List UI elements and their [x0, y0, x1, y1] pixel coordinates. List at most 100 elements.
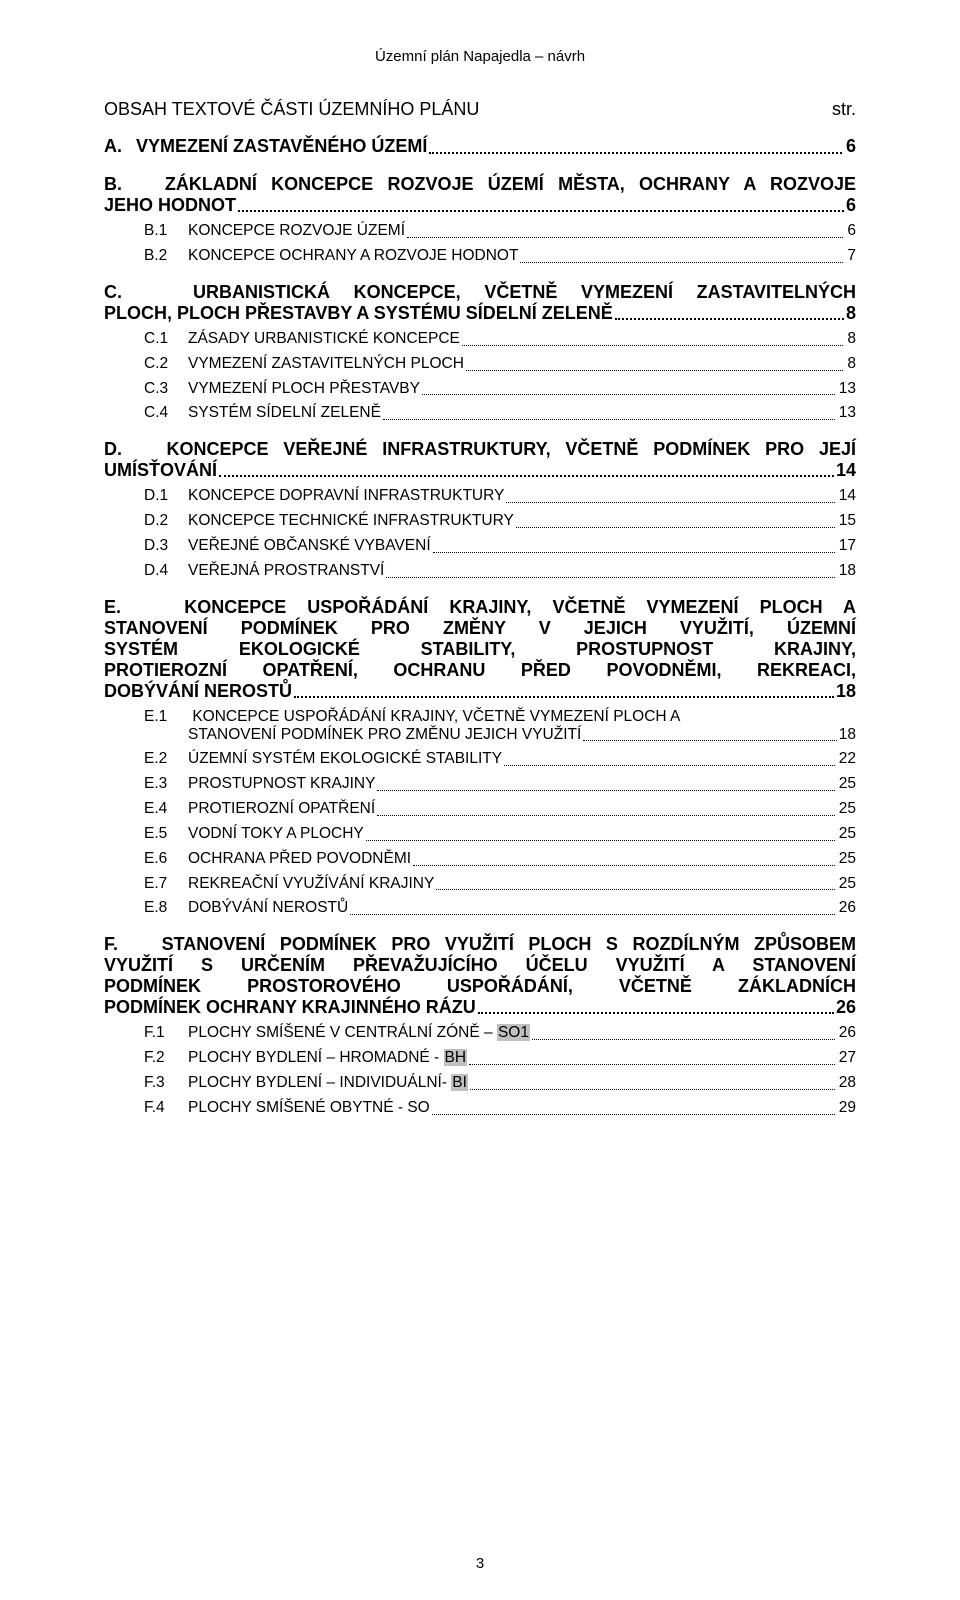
- toc-text: PLOCHY BYDLENÍ – INDIVIDUÁLNÍ- BI: [188, 1074, 468, 1093]
- toc-label: B.2: [144, 247, 188, 266]
- toc-page: 25: [837, 850, 856, 869]
- leader-dots: [469, 1055, 835, 1065]
- toc-entry-f2: F.2 PLOCHY BYDLENÍ – HROMADNÉ - BH 27: [144, 1049, 856, 1068]
- toc-entry-d2: D.2 KONCEPCE TECHNICKÉ INFRASTRUKTURY 15: [144, 512, 856, 531]
- leader-dots: [583, 731, 836, 741]
- toc-entry-b1: B.1 KONCEPCE ROZVOJE ÚZEMÍ 6: [144, 222, 856, 241]
- toc-entry-e: E. KONCEPCE USPOŘÁDÁNÍ KRAJINY, VČETNĚ V…: [104, 597, 856, 702]
- toc-label: B.1: [144, 222, 188, 241]
- toc-page: 7: [845, 247, 856, 266]
- toc-page: 25: [837, 800, 856, 819]
- toc-text: KONCEPCE USPOŘÁDÁNÍ KRAJINY, VČETNĚ VYME…: [184, 597, 856, 617]
- toc-entry-d3: D.3 VEŘEJNÉ OBČANSKÉ VYBAVENÍ 17: [144, 537, 856, 556]
- toc-text: KONCEPCE TECHNICKÉ INFRASTRUKTURY: [188, 512, 514, 531]
- toc-label: A.: [104, 136, 136, 158]
- leader-dots: [532, 1030, 835, 1040]
- leader-dots: [429, 141, 842, 154]
- toc-page: 28: [837, 1074, 856, 1093]
- leader-dots: [436, 880, 834, 890]
- toc-label: F.2: [144, 1049, 188, 1068]
- toc-page: 8: [846, 303, 856, 324]
- toc-label: E.7: [144, 875, 188, 894]
- toc-title-row: OBSAH TEXTOVÉ ČÁSTI ÚZEMNÍHO PLÁNU str.: [104, 99, 856, 120]
- toc-page: 27: [837, 1049, 856, 1068]
- toc-entry-e5: E.5 VODNÍ TOKY A PLOCHY 25: [144, 825, 856, 844]
- toc-page: 6: [844, 136, 856, 158]
- toc-entry-e3: E.3 PROSTUPNOST KRAJINY 25: [144, 775, 856, 794]
- toc-label: C.2: [144, 355, 188, 374]
- toc-page: 22: [837, 750, 856, 769]
- leader-dots: [470, 1080, 835, 1090]
- toc-page: 6: [845, 222, 856, 241]
- leader-dots: [466, 360, 843, 370]
- toc-text: ÚZEMNÍ SYSTÉM EKOLOGICKÉ STABILITY: [188, 750, 502, 769]
- toc-page: 25: [837, 775, 856, 794]
- toc-text: SYSTÉM EKOLOGICKÉ STABILITY, PROSTUPNOST…: [104, 639, 856, 660]
- toc-page: 13: [837, 380, 856, 399]
- leader-dots: [219, 465, 834, 478]
- toc-text: PLOCH, PLOCH PŘESTAVBY A SYSTÉMU SÍDELNÍ…: [104, 303, 613, 324]
- toc-text: VEŘEJNÁ PROSTRANSTVÍ: [188, 562, 384, 581]
- toc-label: E.6: [144, 850, 188, 869]
- toc-entry-e8: E.8 DOBÝVÁNÍ NEROSTŮ 26: [144, 899, 856, 918]
- highlight-code: BI: [451, 1074, 468, 1091]
- toc-entry-e1: E.1 KONCEPCE USPOŘÁDÁNÍ KRAJINY, VČETNĚ …: [144, 708, 856, 744]
- toc-label: F.4: [144, 1099, 188, 1118]
- toc-text: PROTIEROZNÍ OPATŘENÍ: [188, 800, 375, 819]
- toc-label: E.5: [144, 825, 188, 844]
- highlight-code: SO1: [497, 1024, 530, 1041]
- toc-entry-f4: F.4 PLOCHY SMÍŠENÉ OBYTNÉ - SO 29: [144, 1099, 856, 1118]
- toc-entry-e4: E.4 PROTIEROZNÍ OPATŘENÍ 25: [144, 800, 856, 819]
- toc-page: 14: [836, 460, 856, 481]
- leader-dots: [377, 781, 834, 791]
- toc-label: D.2: [144, 512, 188, 531]
- toc-text: REKREAČNÍ VYUŽÍVÁNÍ KRAJINY: [188, 875, 434, 894]
- toc-entry-e7: E.7 REKREAČNÍ VYUŽÍVÁNÍ KRAJINY 25: [144, 875, 856, 894]
- highlight-code: BH: [444, 1049, 468, 1066]
- toc-page: 18: [839, 726, 856, 744]
- toc-text: JEHO HODNOT: [104, 195, 236, 216]
- toc-label: E.1: [144, 708, 188, 726]
- toc-page: 26: [837, 899, 856, 918]
- toc-label: D.: [104, 439, 122, 459]
- toc-entry-d: D. KONCEPCE VEŘEJNÉ INFRASTRUKTURY, VČET…: [104, 439, 856, 481]
- toc-text: KONCEPCE DOPRAVNÍ INFRASTRUKTURY: [188, 487, 504, 506]
- toc-page: 18: [836, 681, 856, 702]
- leader-dots: [615, 307, 844, 320]
- toc-page: 25: [837, 875, 856, 894]
- leader-dots: [366, 830, 835, 840]
- toc-page: 6: [846, 195, 856, 216]
- leader-dots: [386, 568, 834, 578]
- toc-label: C.4: [144, 404, 188, 423]
- leader-dots: [506, 493, 834, 503]
- toc-label: E.3: [144, 775, 188, 794]
- toc-text: PODMÍNEK OCHRANY KRAJINNÉHO RÁZU: [104, 997, 476, 1018]
- leader-dots: [504, 756, 835, 766]
- toc-entry-f3: F.3 PLOCHY BYDLENÍ – INDIVIDUÁLNÍ- BI 28: [144, 1074, 856, 1093]
- toc-entry-c3: C.3 VYMEZENÍ PLOCH PŘESTAVBY 13: [144, 380, 856, 399]
- toc-page: 29: [837, 1099, 856, 1118]
- toc-entry-f1: F.1 PLOCHY SMÍŠENÉ V CENTRÁLNÍ ZÓNĚ – SO…: [144, 1024, 856, 1043]
- toc-text: VODNÍ TOKY A PLOCHY: [188, 825, 364, 844]
- toc-label: E.: [104, 597, 121, 617]
- toc-entry-c: C. URBANISTICKÁ KONCEPCE, VČETNĚ VYMEZEN…: [104, 282, 856, 324]
- toc-entry-d1: D.1 KONCEPCE DOPRAVNÍ INFRASTRUKTURY 14: [144, 487, 856, 506]
- toc-text: PROTIEROZNÍ OPATŘENÍ, OCHRANU PŘED POVOD…: [104, 660, 856, 681]
- leader-dots: [383, 410, 835, 420]
- toc-entry-b2: B.2 KONCEPCE OCHRANY A ROZVOJE HODNOT 7: [144, 247, 856, 266]
- toc-text: DOBÝVÁNÍ NEROSTŮ: [188, 899, 348, 918]
- leader-dots: [432, 1105, 835, 1115]
- toc-text: URBANISTICKÁ KONCEPCE, VČETNĚ VYMEZENÍ Z…: [193, 282, 856, 302]
- toc-text: OCHRANA PŘED POVODNĚMI: [188, 850, 411, 869]
- toc-label: B.: [104, 174, 122, 194]
- toc-text: STANOVENÍ PODMÍNEK PRO VYUŽITÍ PLOCH S R…: [162, 934, 856, 954]
- leader-dots: [520, 252, 843, 262]
- leader-dots: [407, 228, 843, 238]
- toc-entry-c2: C.2 VYMEZENÍ ZASTAVITELNÝCH PLOCH 8: [144, 355, 856, 374]
- toc-text: DOBÝVÁNÍ NEROSTŮ: [104, 681, 292, 702]
- toc-text: VYMEZENÍ PLOCH PŘESTAVBY: [188, 380, 420, 399]
- toc-label: D.4: [144, 562, 188, 581]
- toc-label: D.3: [144, 537, 188, 556]
- toc-entry-c1: C.1 ZÁSADY URBANISTICKÉ KONCEPCE 8: [144, 330, 856, 349]
- toc-label: F.: [104, 934, 118, 954]
